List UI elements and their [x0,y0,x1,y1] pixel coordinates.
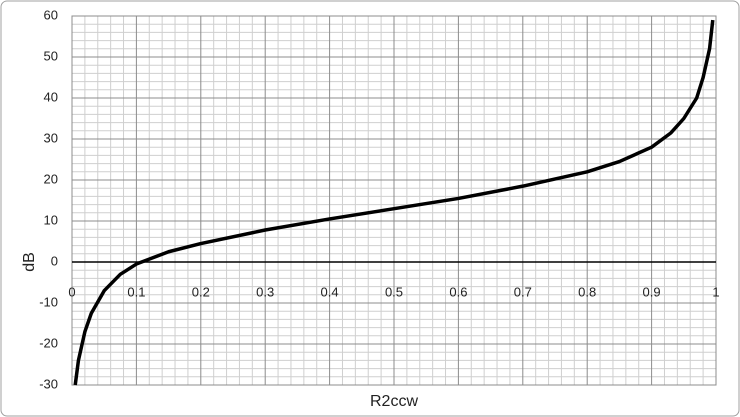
y-axis-title: dB [21,252,38,272]
x-tick-label: 0.6 [449,284,467,299]
y-tick-label: -30 [39,376,58,391]
x-tick-label: 0.3 [256,284,274,299]
x-tick-label: 0 [68,284,75,299]
y-tick-label: 40 [44,89,58,104]
x-tick-label: 0.5 [385,284,403,299]
y-tick-label: 10 [44,212,58,227]
y-tick-label: -20 [39,335,58,350]
y-tick-label: 50 [44,48,58,63]
y-tick-label: -10 [39,294,58,309]
x-tick-label: 1 [712,284,719,299]
x-tick-label: 0.4 [321,284,339,299]
y-tick-label: 30 [44,130,58,145]
x-tick-label: 0.1 [127,284,145,299]
y-tick-label: 60 [44,7,58,22]
x-axis-title: R2ccw [370,393,418,410]
x-tick-label: 0.8 [578,284,596,299]
x-tick-label: 0.2 [192,284,210,299]
x-tick-label: 0.7 [514,284,532,299]
x-tick-label: 0.9 [643,284,661,299]
y-tick-label: 20 [44,171,58,186]
y-tick-label: 0 [51,253,58,268]
data-line [73,19,715,386]
